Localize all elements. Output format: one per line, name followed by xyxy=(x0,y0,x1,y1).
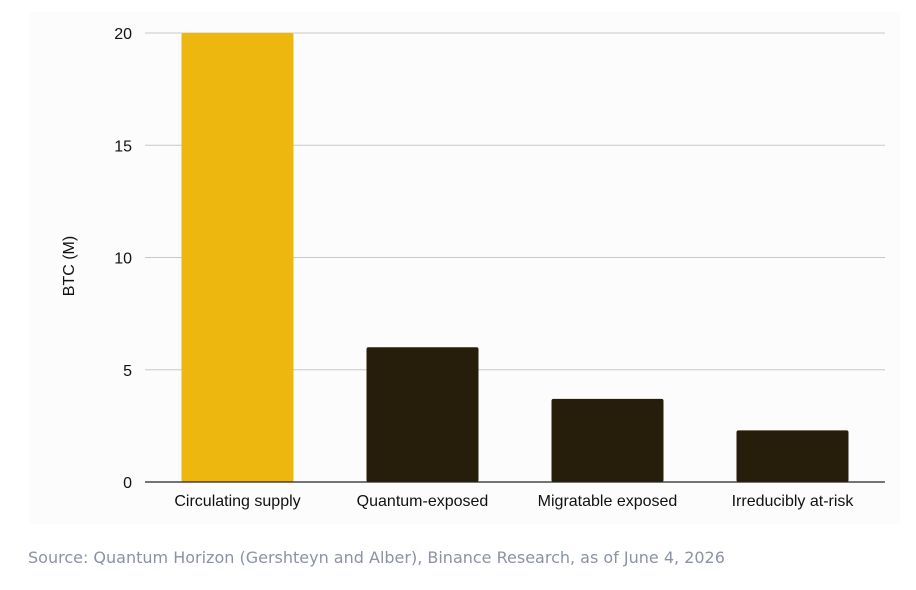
y-tick-label: 20 xyxy=(114,26,132,43)
y-tick-label: 0 xyxy=(123,475,132,492)
y-tick-label: 10 xyxy=(114,251,132,268)
bar-circulating-supply xyxy=(181,33,294,482)
y-tick-label: 5 xyxy=(123,363,132,380)
x-category-label: Irreducibly at-risk xyxy=(732,493,855,510)
bars xyxy=(181,33,849,482)
y-tick-labels: 0 5 10 15 20 xyxy=(114,26,132,492)
x-category-label: Circulating supply xyxy=(174,493,300,510)
x-category-label: Migratable exposed xyxy=(538,493,678,510)
y-tick-label: 15 xyxy=(114,138,132,155)
bar-quantum-exposed xyxy=(366,347,479,482)
source-note: Source: Quantum Horizon (Gershteyn and A… xyxy=(28,548,725,567)
y-axis-title: BTC (M) xyxy=(61,236,78,296)
x-category-labels: Circulating supply Quantum-exposed Migrata… xyxy=(174,493,854,510)
bar-chart: 0 5 10 15 20 Circulating supply Quantum-expos… xyxy=(61,26,885,510)
x-category-label: Quantum-exposed xyxy=(357,493,489,510)
bar-migratable-exposed xyxy=(551,398,664,482)
bar-irreducibly-at-risk xyxy=(736,430,849,482)
